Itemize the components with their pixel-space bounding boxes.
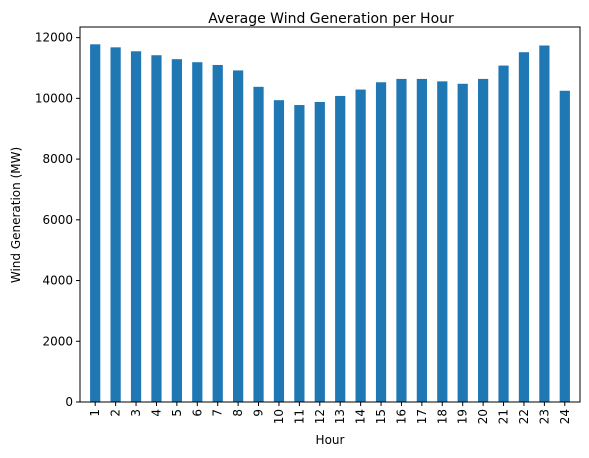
y-tick-label: 6000 xyxy=(42,213,73,227)
bar-hour-14 xyxy=(355,89,366,403)
bar-hour-24 xyxy=(559,90,570,403)
y-tick-label: 10000 xyxy=(35,91,73,105)
bar-hour-12 xyxy=(314,102,325,402)
x-tick-label: 24 xyxy=(558,409,572,424)
x-tick-label: 13 xyxy=(333,409,347,424)
y-tick-label: 12000 xyxy=(35,31,73,45)
x-tick-label: 23 xyxy=(537,409,551,424)
y-tick-label: 8000 xyxy=(42,152,73,166)
bar-hour-7 xyxy=(212,64,223,403)
bar-hour-18 xyxy=(437,81,448,402)
bar-hour-2 xyxy=(110,47,121,403)
x-tick-label: 5 xyxy=(170,409,184,417)
bar-hour-11 xyxy=(294,105,305,402)
y-axis-label: Wind Generation (MW) xyxy=(9,147,23,283)
y-tick-label: 0 xyxy=(65,395,73,409)
bar-hour-22 xyxy=(518,52,530,402)
bar-hour-17 xyxy=(416,78,427,403)
bar-hour-16 xyxy=(396,78,407,403)
x-tick-label: 18 xyxy=(435,409,449,424)
x-tick-label: 11 xyxy=(292,409,306,424)
x-tick-label: 21 xyxy=(497,409,511,424)
x-tick-label: 6 xyxy=(190,409,204,417)
bar-hour-6 xyxy=(192,62,203,402)
bar-hour-10 xyxy=(273,100,285,403)
x-tick-label: 14 xyxy=(354,409,368,424)
bar-hour-4 xyxy=(151,55,162,403)
bar-hour-5 xyxy=(171,59,182,402)
bar-hour-9 xyxy=(253,86,264,402)
bar-hour-13 xyxy=(335,95,346,403)
x-tick-label: 19 xyxy=(456,409,470,424)
x-tick-label: 4 xyxy=(149,409,163,417)
x-tick-label: 2 xyxy=(109,409,123,417)
bar-hour-3 xyxy=(130,51,142,402)
bar-hour-23 xyxy=(539,45,550,403)
bars-group xyxy=(90,44,570,403)
y-tick-label: 2000 xyxy=(42,334,73,348)
x-tick-label: 20 xyxy=(476,409,490,424)
x-axis: 1 2 3 4 5 6 7 8 9 10 11 12 13 14 15 16 17 18 19 20 21 22 23 24 xyxy=(88,402,572,424)
bar-hour-8 xyxy=(233,70,244,403)
plot-frame xyxy=(79,26,581,403)
x-tick-label: 1 xyxy=(88,409,102,417)
bar-hour-19 xyxy=(457,83,468,402)
bar-hour-1 xyxy=(90,44,101,403)
x-tick-label: 9 xyxy=(252,409,266,417)
x-tick-label: 8 xyxy=(231,409,245,417)
x-tick-label: 22 xyxy=(517,409,531,424)
bar-hour-15 xyxy=(375,82,387,402)
x-tick-label: 12 xyxy=(313,409,327,424)
bar-hour-21 xyxy=(498,65,509,402)
bar-hour-20 xyxy=(478,78,489,403)
y-axis: 0 2000 4000 6000 8000 10000 12000 xyxy=(35,31,80,409)
x-tick-label: 7 xyxy=(211,409,225,417)
x-tick-label: 10 xyxy=(272,409,286,424)
x-tick-label: 15 xyxy=(374,409,388,424)
x-tick-label: 17 xyxy=(415,409,429,424)
x-tick-label: 16 xyxy=(394,409,408,424)
x-tick-label: 3 xyxy=(129,409,143,417)
chart-title: Average Wind Generation per Hour xyxy=(208,11,454,27)
y-tick-label: 4000 xyxy=(42,274,73,288)
x-axis-label: Hour xyxy=(316,433,345,447)
